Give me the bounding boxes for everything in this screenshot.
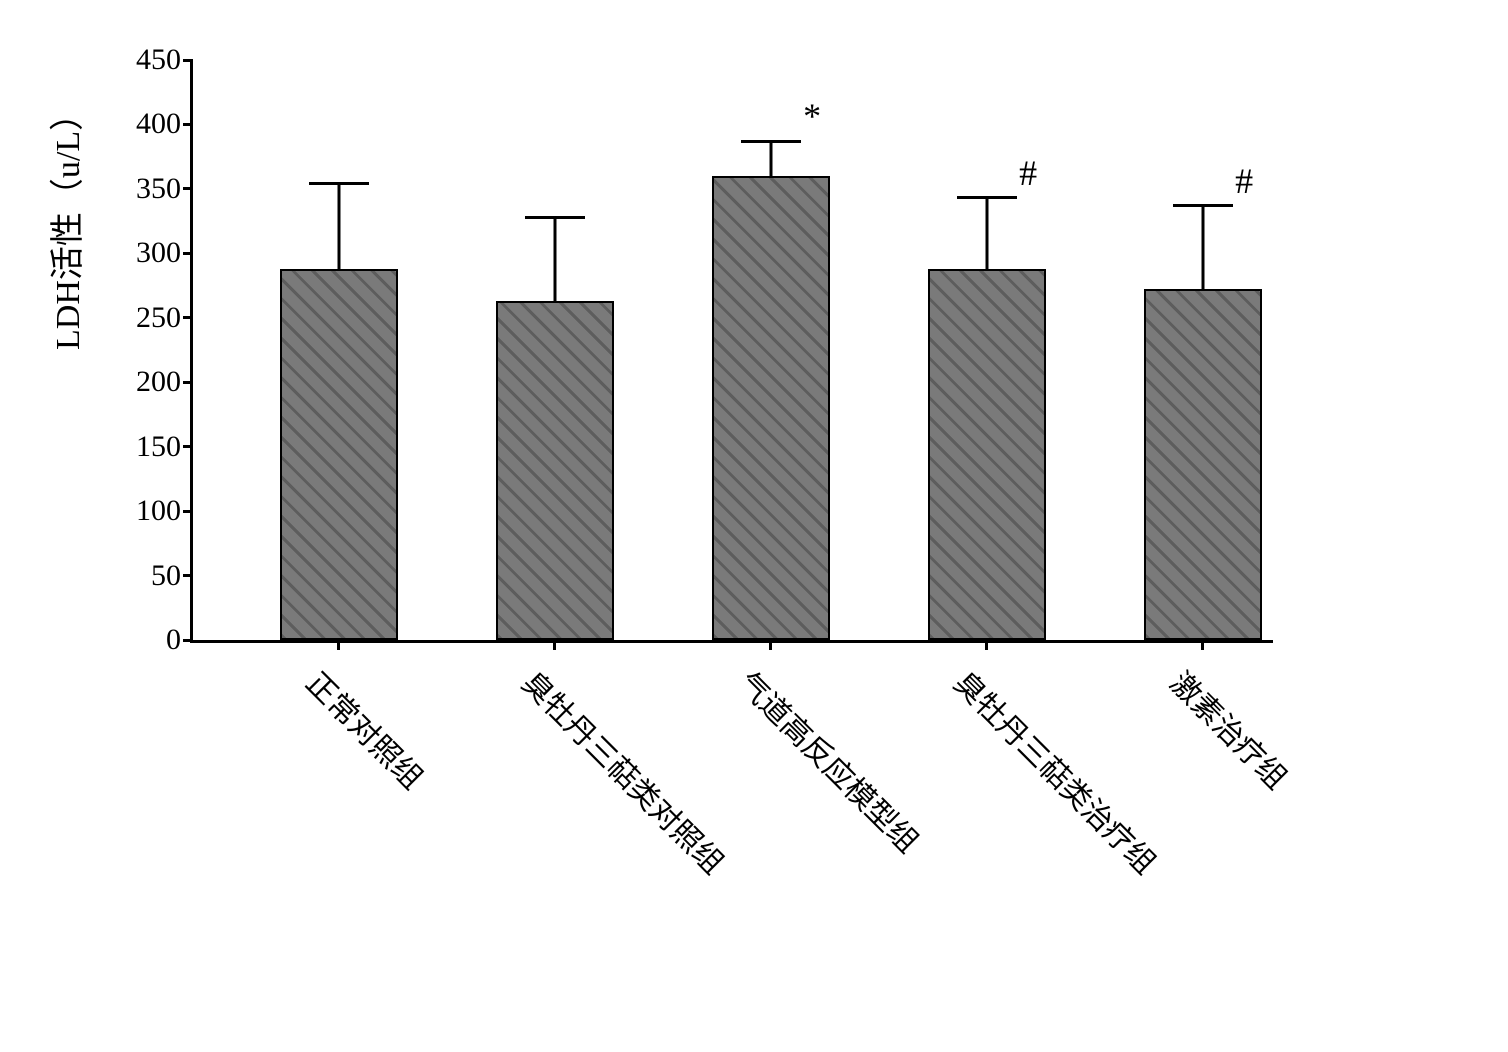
y-tick-label: 0 (166, 623, 193, 657)
x-tick-mark (985, 640, 988, 650)
bar-hatch (714, 178, 828, 638)
error-bar-stem (553, 217, 556, 301)
significance-marker: * (803, 95, 821, 137)
x-tick-mark (769, 640, 772, 650)
error-bar-stem (769, 141, 772, 176)
error-bar-cap (1173, 204, 1233, 207)
error-bar-cap (957, 196, 1017, 199)
bar-hatch (498, 303, 612, 638)
y-tick-label: 250 (136, 301, 193, 335)
y-tick-label: 200 (136, 365, 193, 399)
bar-hatch (930, 271, 1044, 638)
y-tick-label: 350 (136, 172, 193, 206)
error-bar-cap (309, 182, 369, 185)
y-tick-label: 300 (136, 236, 193, 270)
x-tick-mark (337, 640, 340, 650)
bar-hatch (282, 271, 396, 638)
error-bar-stem (985, 198, 988, 269)
x-tick-label: 正常对照组 (298, 660, 435, 797)
x-tick-label: 激素治疗组 (1162, 660, 1299, 797)
chart-container: LDH活性（u/L） 050100150200250300350400450正常… (20, 20, 1508, 1032)
bar (496, 301, 614, 640)
bar (280, 269, 398, 640)
x-tick-mark (553, 640, 556, 650)
x-tick-label: 臭牡丹三萜类治疗组 (946, 660, 1168, 882)
bar-hatch (1146, 291, 1260, 638)
x-tick-mark (1201, 640, 1204, 650)
significance-marker: # (1235, 160, 1253, 202)
plot-area: 050100150200250300350400450正常对照组臭牡丹三萜类对照… (190, 60, 1273, 643)
bar (1144, 289, 1262, 640)
significance-marker: # (1019, 152, 1037, 194)
error-bar-stem (1201, 206, 1204, 290)
y-tick-label: 150 (136, 430, 193, 464)
error-bar-cap (741, 140, 801, 143)
error-bar-stem (337, 184, 340, 269)
bar (928, 269, 1046, 640)
y-axis-label: LDH活性（u/L） (40, 97, 89, 350)
error-bar-cap (525, 216, 585, 219)
y-tick-label: 50 (151, 559, 193, 593)
y-tick-label: 400 (136, 107, 193, 141)
x-tick-label: 气道高反应模型组 (730, 660, 931, 861)
y-tick-label: 100 (136, 494, 193, 528)
bar (712, 176, 830, 640)
y-tick-label: 450 (136, 43, 193, 77)
x-tick-label: 臭牡丹三萜类对照组 (514, 660, 736, 882)
